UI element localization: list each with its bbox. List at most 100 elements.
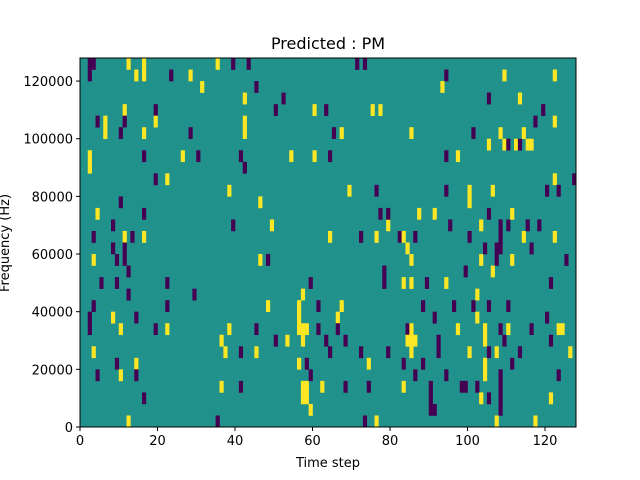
heatmap-cell — [533, 415, 538, 428]
heatmap-cell — [304, 323, 309, 336]
heatmap-cell — [114, 254, 120, 266]
x-tick-label: 0 — [76, 434, 84, 449]
heatmap-cell — [188, 69, 193, 82]
heatmap-cell — [463, 380, 468, 393]
heatmap-cell — [258, 196, 263, 209]
heatmap-cell — [359, 230, 364, 243]
heatmap-cell — [95, 207, 100, 220]
heatmap-cell — [114, 277, 120, 289]
heatmap-cell — [510, 254, 515, 266]
heatmap-cell — [374, 415, 379, 428]
heatmap-cell — [308, 403, 313, 416]
heatmap-cell — [568, 346, 573, 359]
heatmap-cell — [231, 58, 236, 70]
plot-frame — [79, 57, 577, 428]
heatmap-cell — [548, 334, 554, 347]
heatmap-cell — [401, 357, 406, 370]
heatmap-cell — [91, 230, 96, 243]
heatmap-cell — [362, 58, 368, 70]
heatmap-cell — [227, 184, 232, 197]
heatmap-cell — [494, 346, 499, 359]
heatmap-cell — [366, 380, 371, 393]
heatmap-cell — [328, 346, 333, 359]
y-tick-label: 60000 — [32, 248, 73, 263]
heatmap-cell — [200, 81, 205, 93]
heatmap-cell — [231, 219, 236, 232]
heatmap-cell — [521, 230, 526, 243]
heatmap-cell — [153, 104, 158, 116]
heatmap-cell — [467, 230, 472, 243]
heatmap-cell — [533, 115, 538, 128]
heatmap-cell — [428, 403, 433, 416]
heatmap-cell — [153, 173, 158, 186]
heatmap-cell — [297, 357, 302, 370]
heatmap-cell — [273, 334, 278, 347]
heatmap-cell — [529, 242, 534, 255]
heatmap-cell — [300, 323, 306, 336]
heatmap-cell — [118, 196, 123, 209]
heatmap-cell — [165, 173, 170, 186]
heatmap-cell — [328, 150, 333, 163]
heatmap-cell — [517, 346, 523, 359]
heatmap-cell — [87, 161, 92, 174]
heatmap-cell — [556, 323, 561, 336]
heatmap-cell — [134, 311, 139, 324]
heatmap-cell — [300, 380, 306, 393]
heatmap-cell — [169, 69, 174, 82]
heatmap-cell — [494, 415, 499, 428]
heatmap-cell — [111, 219, 116, 232]
x-axis: 0 20 40 60 80 100 120 — [76, 427, 558, 449]
x-tick-label: 100 — [455, 434, 480, 449]
heatmap-cell — [471, 300, 476, 312]
heatmap-cell — [126, 288, 131, 301]
heatmap-cell — [409, 323, 414, 336]
heatmap-cell — [134, 357, 139, 370]
y-tick-label: 40000 — [32, 306, 73, 321]
heatmap-cell — [142, 207, 147, 220]
heatmap-cell — [483, 357, 488, 370]
heatmap-cell — [300, 334, 306, 347]
heatmap-cell — [552, 173, 557, 186]
heatmap-cell — [126, 265, 131, 278]
x-tick-label: 120 — [533, 434, 558, 449]
heatmap-cell — [525, 219, 530, 232]
heatmap-cell — [238, 150, 244, 163]
heatmap-cell — [444, 277, 449, 289]
heatmap-cell — [401, 230, 406, 243]
heatmap-cell — [545, 311, 550, 324]
heatmap-cell — [498, 392, 503, 405]
heatmap-cell — [122, 254, 127, 266]
heatmap-cell — [432, 207, 437, 220]
heatmap-cell — [297, 323, 302, 336]
heatmap-cell — [486, 392, 492, 405]
heatmap-cell — [126, 58, 131, 70]
heatmap-cell — [421, 300, 426, 312]
heatmap-cell — [552, 230, 557, 243]
heatmap-cell — [483, 369, 488, 382]
heatmap-cell — [215, 58, 220, 70]
heatmap-cell — [331, 127, 337, 140]
heatmap-cell — [537, 219, 542, 232]
heatmap-cell — [142, 69, 147, 82]
heatmap-cell — [192, 288, 197, 301]
heatmap-cell — [320, 380, 325, 393]
heatmap-cell — [479, 219, 484, 232]
heatmap-cell — [122, 242, 127, 255]
heatmap-cell — [258, 254, 263, 266]
heatmap-cell — [118, 323, 123, 336]
heatmap-cell — [312, 104, 317, 116]
heatmap-cell — [343, 334, 348, 347]
heatmap-cell — [386, 346, 391, 359]
heatmap-cell — [103, 127, 108, 140]
heatmap-cell — [382, 265, 387, 278]
heatmap-cell — [122, 230, 127, 243]
heatmap-cell — [266, 254, 271, 266]
heatmap-cell — [285, 334, 290, 347]
heatmap-cell — [483, 334, 488, 347]
heatmap-cell — [475, 380, 480, 393]
heatmap-cell — [467, 184, 472, 197]
heatmap-cell — [564, 254, 569, 266]
heatmap-cell — [370, 104, 375, 116]
heatmap-cell — [552, 115, 557, 128]
